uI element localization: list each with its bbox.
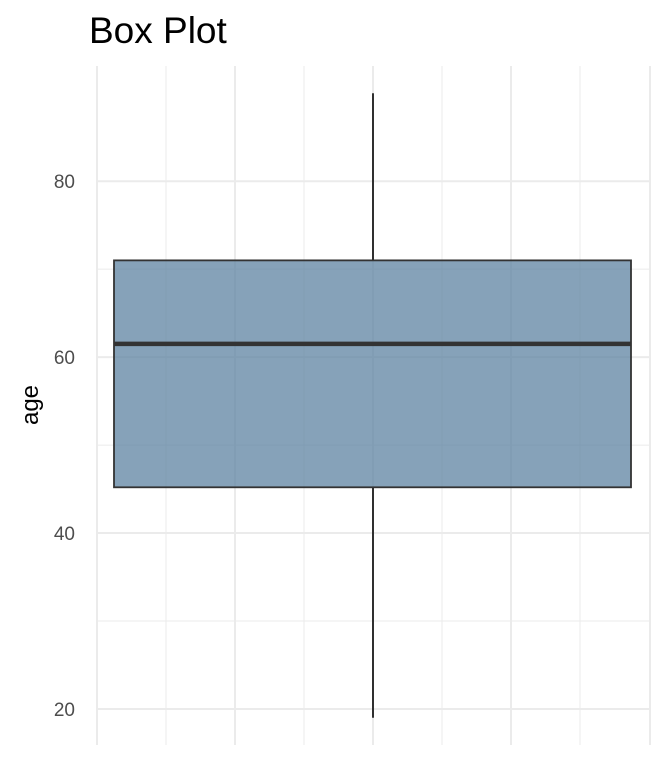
y-tick-label: 80 <box>54 172 75 193</box>
y-tick-label: 40 <box>54 524 75 545</box>
y-tick-label: 20 <box>54 700 75 721</box>
box-iqr <box>113 259 632 489</box>
y-tick-label: 60 <box>54 348 75 369</box>
chart-title: Box Plot <box>89 10 227 51</box>
